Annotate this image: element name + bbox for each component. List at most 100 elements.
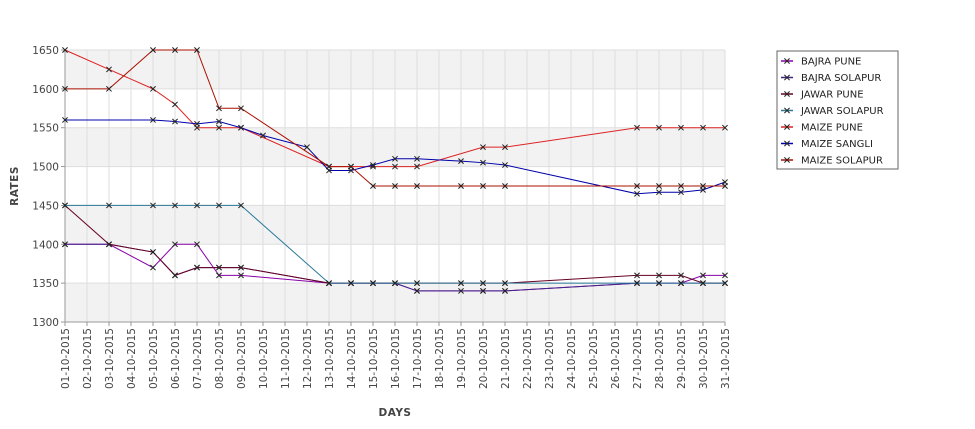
data-point-marker	[634, 272, 640, 279]
x-tick-label: 14-10-2015	[346, 328, 358, 389]
data-point-marker	[62, 241, 68, 248]
data-point-marker	[414, 280, 420, 287]
legend-swatch-marker	[784, 74, 790, 81]
data-point-marker	[172, 272, 178, 279]
data-point-marker	[216, 202, 222, 209]
x-tick-label: 22-10-2015	[522, 328, 534, 389]
data-point-marker	[480, 159, 486, 166]
x-tick-label: 11-10-2015	[280, 328, 292, 389]
series-line	[65, 204, 725, 284]
legend-label: MAIZE SOLAPUR	[801, 156, 883, 167]
data-point-marker	[150, 202, 156, 209]
legend-swatch-marker	[784, 140, 790, 147]
data-point-marker	[194, 241, 200, 248]
x-tick-label: 04-10-2015	[126, 328, 138, 389]
x-tick-label: 20-10-2015	[478, 328, 490, 389]
x-tick-label: 01-10-2015	[60, 328, 72, 389]
series	[62, 116, 728, 197]
y-tick-label: 1600	[32, 84, 59, 96]
data-point-marker	[172, 241, 178, 248]
data-point-marker	[238, 124, 244, 131]
data-point-marker	[216, 124, 222, 131]
legend-label: MAIZE PUNE	[801, 123, 863, 134]
data-point-marker	[722, 124, 728, 131]
data-point-marker	[634, 183, 640, 189]
data-point-marker	[304, 144, 310, 151]
data-point-marker	[502, 144, 508, 151]
data-point-marker	[62, 47, 68, 53]
data-point-marker	[62, 202, 68, 209]
data-point-marker	[194, 202, 200, 209]
data-point-marker	[172, 202, 178, 209]
data-point-marker	[150, 85, 156, 92]
data-point-marker	[700, 280, 706, 287]
x-tick-label: 07-10-2015	[192, 328, 204, 389]
data-point-marker	[634, 280, 640, 287]
data-point-marker	[656, 183, 662, 189]
x-tick-label: 18-10-2015	[434, 328, 446, 389]
x-tick-label: 16-10-2015	[390, 328, 402, 389]
data-point-marker	[260, 132, 266, 139]
data-point-marker	[326, 280, 332, 287]
legend-swatch-marker	[784, 91, 790, 97]
data-point-marker	[348, 280, 354, 287]
x-tick-label: 27-10-2015	[632, 328, 644, 389]
x-tick-label: 13-10-2015	[324, 328, 336, 389]
data-point-marker	[458, 183, 464, 189]
x-tick-label: 10-10-2015	[258, 328, 270, 389]
y-tick-label: 1500	[32, 162, 59, 174]
x-tick-label: 21-10-2015	[500, 328, 512, 389]
series-line	[65, 49, 725, 187]
data-point-marker	[370, 162, 376, 168]
legend-swatch-marker	[784, 124, 790, 130]
legend-box	[776, 50, 899, 170]
x-axis-title: DAYS	[378, 407, 411, 419]
data-point-marker	[150, 47, 156, 53]
x-tick-label: 24-10-2015	[566, 328, 578, 389]
y-tick-label: 1300	[32, 317, 59, 329]
data-point-marker	[678, 189, 684, 196]
data-point-marker	[106, 85, 112, 92]
y-axis-title: RATES	[9, 166, 21, 206]
data-point-marker	[216, 105, 222, 112]
data-point-marker	[370, 280, 376, 287]
x-tick-label: 23-10-2015	[544, 328, 556, 389]
series	[62, 47, 728, 189]
data-point-marker	[194, 120, 200, 127]
data-point-marker	[62, 116, 68, 123]
legend-label: JAWAR SOLAPUR	[800, 106, 884, 117]
x-tick-label: 31-10-2015	[720, 328, 732, 389]
data-point-marker	[700, 124, 706, 131]
legend-swatch-marker	[784, 58, 790, 64]
data-point-marker	[502, 183, 508, 189]
y-tick-label: 1450	[32, 200, 59, 212]
data-point-marker	[370, 183, 376, 189]
data-point-marker	[480, 280, 486, 287]
y-axis-ticks: 1300 1350 1400 1450 1500 1550 1600 1650	[32, 45, 65, 329]
data-point-marker	[172, 47, 178, 53]
data-point-marker	[150, 116, 156, 123]
data-point-marker	[678, 183, 684, 189]
data-point-marker	[392, 155, 398, 162]
data-point-marker	[414, 287, 420, 294]
data-point-marker	[216, 118, 222, 125]
legend-swatch-marker	[784, 107, 790, 114]
data-point-marker	[216, 264, 222, 271]
data-point-marker	[414, 155, 420, 162]
y-tick-label: 1550	[32, 123, 59, 135]
data-point-marker	[238, 105, 244, 112]
data-point-marker	[392, 183, 398, 189]
data-point-marker	[678, 280, 684, 287]
y-tick-label: 1350	[32, 278, 59, 290]
x-axis-ticks: 01-10-2015 02-10-2015 03-10-2015 04-10-2015…	[60, 322, 732, 389]
data-point-marker	[700, 272, 706, 279]
data-point-marker	[502, 287, 508, 294]
data-point-marker	[722, 280, 728, 287]
data-point-marker	[150, 249, 156, 256]
legend-label: BAJRA PUNE	[801, 57, 861, 68]
data-point-marker	[722, 183, 728, 189]
x-tick-label: 06-10-2015	[170, 328, 182, 389]
data-point-marker	[480, 183, 486, 189]
data-point-marker	[502, 162, 508, 168]
x-tick-label: 15-10-2015	[368, 328, 380, 389]
